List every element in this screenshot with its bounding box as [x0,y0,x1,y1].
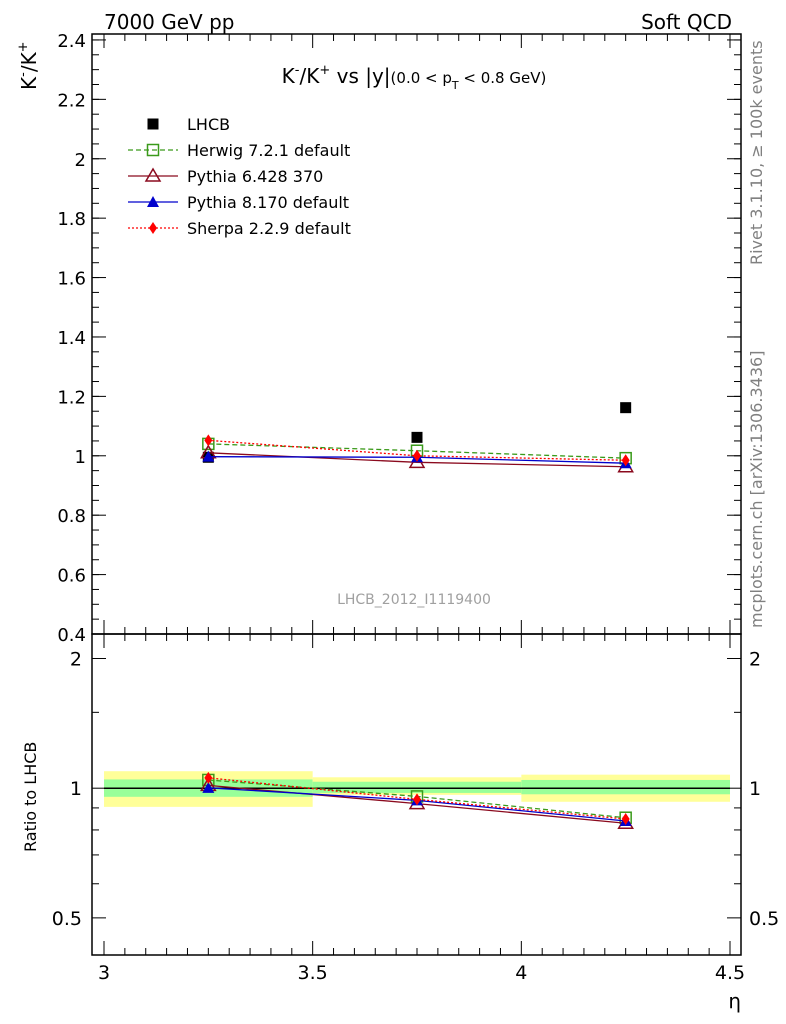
ratio-y-axis-label: Ratio to LHCB [21,742,40,852]
plot-title: K-/K+ vs |y|(0.0 < pT < 0.8 GeV) [282,63,547,92]
y-axis-label: K-/K+ [16,41,41,90]
ratio-y-tick-label-right: 0.5 [749,908,779,930]
legend-label-lhcb: LHCB [187,115,230,134]
rivet-version-label: Rivet 3.1.10, ≥ 100k events [747,40,766,265]
legend-label-sherpa-2-2-9-default: Sherpa 2.2.9 default [187,219,351,238]
legend-label-herwig-7-2-1-default: Herwig 7.2.1 default [187,141,350,160]
ratio-y-tick-label: 1 [70,778,82,800]
ratio-point-sherpa-2-2-9-default [204,771,213,784]
ratio-point-sherpa-2-2-9-default [621,813,630,826]
ratio-band-inner-2 [521,779,730,795]
main-plot-series [200,402,634,473]
ratio-y-tick-label-right: 1 [749,778,761,800]
x-tick-label: 3 [98,962,110,984]
legend-label-pythia-8-170-default: Pythia 8.170 default [187,193,349,212]
main-y-tick-label: 1.2 [57,387,86,408]
data-point-sherpa-2-2-9-default [621,454,630,467]
axes: 0.4 0.6 0.8 1 1.2 1.4 1.6 1.8 2 2.2 2.4 3 3.5 4 4.5 0.5… [52,31,779,984]
main-y-tick-label: 1.6 [57,269,86,290]
main-y-tick-label: 1.4 [57,328,86,349]
data-point-sherpa-2-2-9-default [413,449,421,462]
x-tick-label: 4 [515,962,527,984]
ratio-y-tick-label: 2 [70,649,82,671]
legend: LHCB Herwig 7.2.1 default Pythia 6.428 370… [128,115,351,238]
legend-marker-sherpa-2-2-9-default [149,222,157,234]
x-axis-label: η [728,989,741,1013]
data-point-lhcb [411,431,423,443]
ratio-point-pythia-8-170-default [202,781,215,793]
main-y-tick-label: 1.8 [57,209,86,230]
ratio-y-tick-label: 0.5 [52,908,82,930]
x-tick-label: 4.5 [715,962,745,984]
ratio-y-tick-label-right: 2 [749,649,761,671]
analysis-watermark: LHCB_2012_I1119400 [337,592,491,608]
ratio-point-sherpa-2-2-9-default [413,793,421,806]
legend-marker-pythia-8-170-default [147,196,159,207]
ratio-plot-series [200,771,634,830]
header-left: 7000 GeV pp [104,10,235,34]
series-line-pythia-6-428-370 [208,452,626,468]
legend-marker-pythia-6-428-370 [144,167,162,182]
data-point-pythia-8-170-default [202,450,215,462]
main-y-tick-label: 0.8 [57,506,86,527]
main-y-tick-label: 0.4 [57,625,86,646]
data-point-lhcb [620,402,632,414]
x-tick-label: 3.5 [298,962,328,984]
main-y-tick-label: 2 [75,150,86,171]
header-right: Soft QCD [641,10,732,34]
main-y-tick-label: 2.4 [57,31,86,52]
main-y-tick-label: 1 [75,447,86,468]
main-y-tick-label: 2.2 [57,90,86,111]
mcplots-reference-label: mcplots.cern.ch [arXiv:1306.3436] [747,351,766,628]
data-point-sherpa-2-2-9-default [204,434,213,447]
legend-marker-lhcb [147,118,159,130]
main-y-tick-label: 0.6 [57,566,86,587]
legend-label-pythia-6-428-370: Pythia 6.428 370 [187,167,323,186]
ratio-band-inner-1 [312,781,522,793]
legend-marker-herwig-7-2-1-default [146,143,160,157]
